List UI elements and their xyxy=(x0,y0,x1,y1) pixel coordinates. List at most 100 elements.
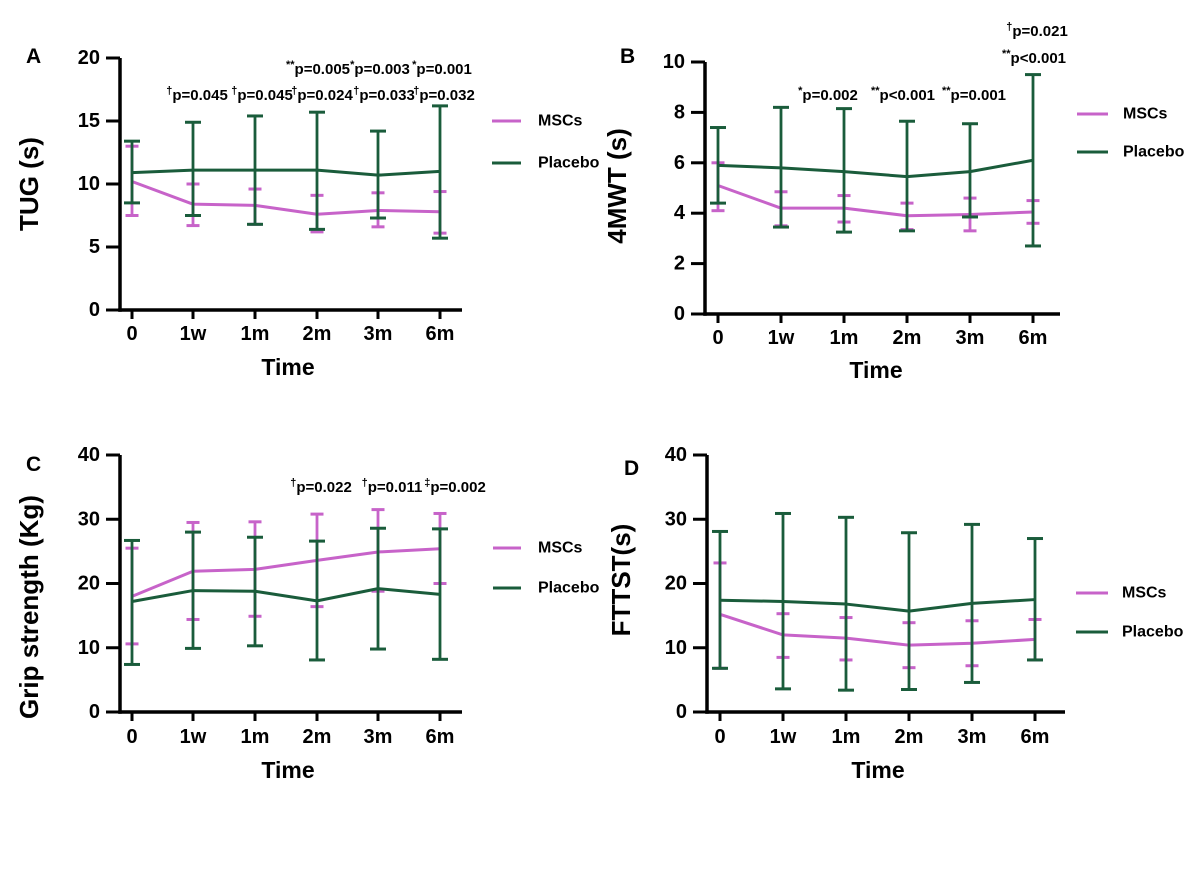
y-tick-label: 0 xyxy=(676,701,687,723)
x-axis-ticks: 0 1w 1m 2m 3m 6m xyxy=(126,712,454,748)
y-axis-ticks: 0 2 4 6 8 10 xyxy=(663,51,705,325)
x-axis-ticks: 0 1w 1m 2m 3m 6m xyxy=(126,310,454,345)
x-tick-label: 6m xyxy=(426,726,455,748)
y-tick-label: 40 xyxy=(78,444,100,466)
significance-annotation: **p=0.005 xyxy=(286,59,350,78)
y-axis-ticks: 0 5 10 15 20 xyxy=(78,47,120,321)
panel-b-4mwt-chart: B 4MWT (s) 0 2 4 6 8 10 0 1w 1m 2m 3m 6m Time MSCs Place… xyxy=(602,21,1185,383)
x-axis-ticks: 0 1w 1m 2m 3m 6m xyxy=(714,712,1049,748)
x-tick-label: 3m xyxy=(956,327,985,349)
x-tick-label: 0 xyxy=(714,726,725,748)
legend-label-placebo: Placebo xyxy=(1123,144,1185,161)
annotations: †p=0.022 †p=0.011 ‡p=0.002 xyxy=(290,477,486,496)
series-mean-line xyxy=(719,612,1036,647)
y-axis-ticks: 0 10 20 30 40 xyxy=(665,444,707,723)
y-tick-label: 30 xyxy=(78,508,100,530)
y-tick-label: 0 xyxy=(89,701,100,723)
significance-annotation: *p=0.001 xyxy=(412,59,472,78)
annotations: **p=0.005 *p=0.003 *p=0.001 †p=0.045 †p=0.04… xyxy=(166,59,475,104)
significance-annotation: †p=0.021 xyxy=(1006,21,1068,40)
series-mean-line xyxy=(131,180,441,216)
significance-annotation: *p=0.003 xyxy=(350,59,410,78)
y-tick-label: 20 xyxy=(78,47,100,69)
y-tick-label: 4 xyxy=(674,202,686,224)
legend: MSCs Placebo xyxy=(1077,106,1185,161)
significance-annotation: †p=0.024 xyxy=(291,85,353,104)
significance-annotation: *p=0.002 xyxy=(798,85,858,104)
x-tick-label: 1w xyxy=(770,726,797,748)
significance-annotation: **p=0.001 xyxy=(942,85,1006,104)
series-mean-line xyxy=(131,168,441,177)
significance-annotation: †p=0.032 xyxy=(413,85,475,104)
legend-label-mscs: MSCs xyxy=(538,113,583,130)
axes xyxy=(703,62,1060,316)
significance-annotation: †p=0.011 xyxy=(362,477,423,496)
legend: MSCs Placebo xyxy=(493,540,600,597)
x-tick-label: 2m xyxy=(303,726,332,748)
x-axis-ticks: 0 1w 1m 2m 3m 6m xyxy=(712,314,1047,349)
x-tick-label: 1m xyxy=(830,327,859,349)
x-tick-label: 0 xyxy=(712,327,723,349)
series-placebo xyxy=(124,104,448,240)
y-tick-label: 5 xyxy=(89,236,100,258)
x-tick-label: 3m xyxy=(958,726,987,748)
panel-c-grip-strength-chart: C Grip strength (Kg) 0 10 20 30 40 0 1w 1m 2m 3m 6m T… xyxy=(14,444,600,783)
x-axis-title: Time xyxy=(261,757,314,783)
x-tick-label: 1w xyxy=(180,726,207,748)
y-tick-label: 20 xyxy=(665,573,687,595)
panel-letter: A xyxy=(26,45,41,68)
series-mean-line xyxy=(719,598,1036,613)
x-tick-label: 2m xyxy=(303,323,332,345)
panel-letter: D xyxy=(624,457,639,480)
series-placebo xyxy=(710,73,1041,248)
panel-letter: C xyxy=(26,453,41,476)
series-placebo xyxy=(124,526,448,666)
y-axis-title: Grip strength (Kg) xyxy=(14,495,44,719)
x-axis-title: Time xyxy=(261,354,314,380)
legend: MSCs Placebo xyxy=(492,113,600,172)
axes xyxy=(705,455,1065,714)
series-mscs xyxy=(125,144,447,235)
x-tick-label: 1w xyxy=(768,327,795,349)
panel-letter: B xyxy=(620,45,635,68)
y-tick-label: 30 xyxy=(665,508,687,530)
legend-label-mscs: MSCs xyxy=(538,540,583,557)
legend-label-mscs: MSCs xyxy=(1122,585,1167,602)
x-tick-label: 3m xyxy=(364,726,393,748)
y-tick-label: 0 xyxy=(89,299,100,321)
significance-annotation: †p=0.045 xyxy=(231,85,293,104)
legend-label-placebo: Placebo xyxy=(538,580,600,597)
y-tick-label: 10 xyxy=(78,637,100,659)
x-tick-label: 6m xyxy=(426,323,455,345)
y-tick-label: 40 xyxy=(665,444,687,466)
annotations: †p=0.021 **p<0.001 *p=0.002 **p<0.001 **p=0.… xyxy=(798,21,1068,104)
x-tick-label: 0 xyxy=(126,323,137,345)
significance-annotation: †p=0.022 xyxy=(290,477,352,496)
y-tick-label: 8 xyxy=(674,101,685,123)
y-axis-ticks: 0 10 20 30 40 xyxy=(78,444,120,723)
y-axis-title: FTTST(s) xyxy=(606,524,636,637)
x-axis-title: Time xyxy=(849,357,902,383)
legend-label-placebo: Placebo xyxy=(1122,624,1184,641)
panel-a-tug-chart: A TUG (s) 0 5 10 15 20 0 1w 1m 2m 3m 6m Time MSCs Place… xyxy=(14,45,600,380)
x-tick-label: 2m xyxy=(893,327,922,349)
legend: MSCs Placebo xyxy=(1076,585,1184,641)
significance-annotation: **p<0.001 xyxy=(871,85,935,104)
legend-label-mscs: MSCs xyxy=(1123,106,1168,123)
x-tick-label: 1w xyxy=(180,323,207,345)
x-tick-label: 1m xyxy=(832,726,861,748)
y-axis-title: 4MWT (s) xyxy=(602,128,632,244)
x-tick-label: 1m xyxy=(241,323,270,345)
y-tick-label: 6 xyxy=(674,152,685,174)
series-mean-line xyxy=(131,547,441,598)
x-tick-label: 6m xyxy=(1019,327,1048,349)
y-axis-title: TUG (s) xyxy=(14,137,44,231)
y-tick-label: 10 xyxy=(663,51,685,73)
series-placebo xyxy=(712,511,1043,692)
y-tick-label: 10 xyxy=(78,173,100,195)
series-mean-line xyxy=(717,184,1034,218)
x-tick-label: 1m xyxy=(241,726,270,748)
x-tick-label: 6m xyxy=(1021,726,1050,748)
y-tick-label: 20 xyxy=(78,573,100,595)
panel-d-fttst-chart: D FTTST(s) 0 10 20 30 40 0 1w 1m 2m 3m 6m Time MSCs Pla… xyxy=(606,444,1184,783)
